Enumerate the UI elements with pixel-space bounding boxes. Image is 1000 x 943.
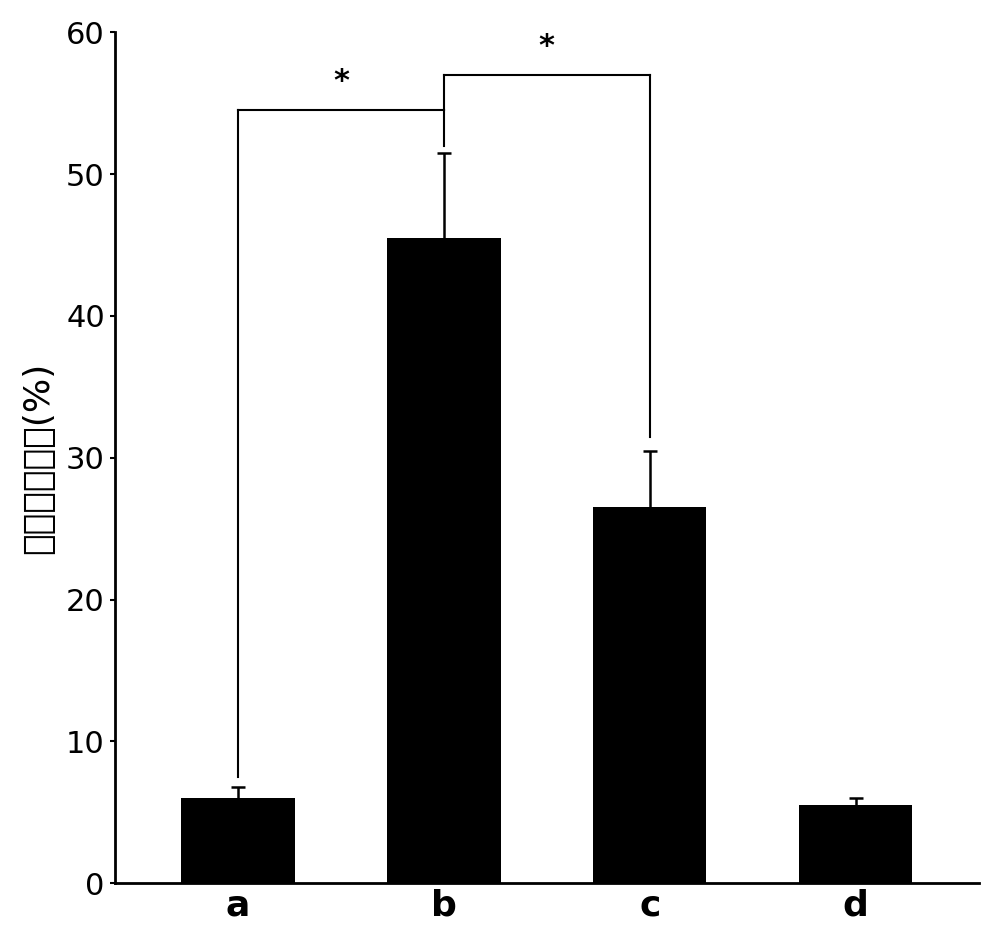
Bar	[387, 238, 501, 884]
Bar	[799, 805, 912, 884]
Text: *: *	[539, 32, 555, 60]
Bar	[181, 798, 295, 884]
Text: *: *	[333, 67, 349, 96]
Bar	[593, 507, 706, 884]
Y-axis label: 肺纤维化面积(%): 肺纤维化面积(%)	[21, 362, 55, 554]
